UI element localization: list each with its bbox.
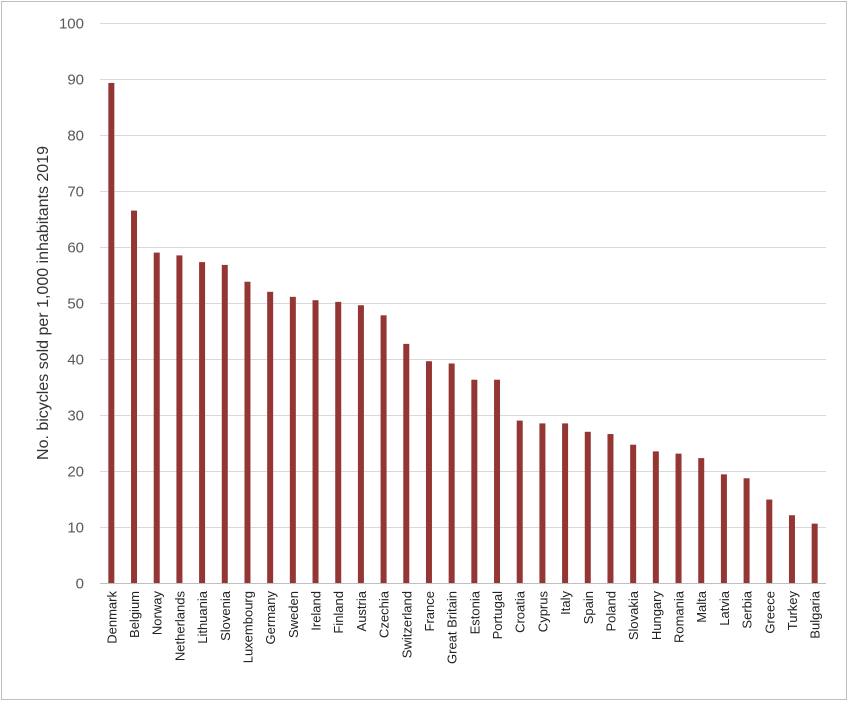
x-tick-label: Serbia xyxy=(740,590,755,628)
y-tick-label: 80 xyxy=(67,128,84,145)
x-tick-label: Great Britain xyxy=(445,591,460,664)
bar-portugal xyxy=(494,379,501,583)
y-tick-label: 20 xyxy=(67,464,84,481)
x-tick-label: Czechia xyxy=(377,590,392,638)
bar-belgium xyxy=(131,210,138,583)
x-tick-label: Luxembourg xyxy=(240,591,255,663)
bar-norway xyxy=(153,252,160,583)
y-tick-label: 90 xyxy=(67,72,84,89)
bar-malta xyxy=(698,458,705,583)
bar-italy xyxy=(562,423,569,583)
x-tick-label: Lithuania xyxy=(195,590,210,644)
x-tick-label: Slovenia xyxy=(218,590,233,641)
x-tick-label: Italy xyxy=(558,591,573,615)
x-tick-label: Norway xyxy=(150,591,165,636)
x-tick-label: Bulgaria xyxy=(808,590,823,638)
y-tick-label: 10 xyxy=(67,520,84,537)
bar-greece xyxy=(766,499,773,583)
bar-denmark xyxy=(108,82,115,584)
x-tick-label: Malta xyxy=(694,590,709,623)
x-tick-label: Germany xyxy=(263,591,278,645)
bar-estonia xyxy=(471,379,478,583)
gridlines xyxy=(100,23,826,584)
bar-cyprus xyxy=(539,423,546,583)
bar-turkey xyxy=(788,515,795,583)
bar-czechia xyxy=(380,315,387,583)
x-axis-labels: Denmark Belgium Norway Netherlands Lithuania… xyxy=(104,590,822,664)
x-tick-label: Ireland xyxy=(309,591,324,631)
y-axis-ticks: 0 10 20 30 40 50 60 70 80 90 100 xyxy=(59,16,84,593)
bar-ireland xyxy=(312,300,319,583)
y-tick-label: 100 xyxy=(59,16,84,33)
y-tick-label: 40 xyxy=(67,352,84,369)
x-tick-label: Croatia xyxy=(513,590,528,633)
x-tick-label: Romania xyxy=(672,590,687,643)
y-tick-label: 70 xyxy=(67,184,84,201)
x-tick-label: Spain xyxy=(581,591,596,624)
x-tick-label: Turkey xyxy=(785,591,800,631)
bar-croatia xyxy=(516,420,523,583)
bar-slovakia xyxy=(630,444,637,583)
y-tick-label: 60 xyxy=(67,240,84,257)
x-tick-label: Slovakia xyxy=(626,590,641,640)
bar-hungary xyxy=(652,451,659,583)
bar-luxembourg xyxy=(244,281,251,583)
bar-great-britain xyxy=(448,363,455,583)
x-tick-label: Switzerland xyxy=(399,591,414,658)
bar-slovenia xyxy=(221,264,228,583)
bars xyxy=(108,82,818,584)
x-tick-label: Netherlands xyxy=(172,591,187,662)
bar-spain xyxy=(584,431,591,583)
x-tick-label: France xyxy=(422,591,437,631)
x-tick-label: Finland xyxy=(331,591,346,634)
x-tick-label: Greece xyxy=(762,591,777,634)
y-tick-label: 0 xyxy=(76,576,84,593)
x-tick-label: Estonia xyxy=(467,590,482,634)
y-tick-label: 50 xyxy=(67,296,84,313)
bar-finland xyxy=(335,301,342,583)
x-tick-label: Poland xyxy=(603,591,618,631)
x-tick-label: Hungary xyxy=(649,591,664,641)
x-tick-label: Cyprus xyxy=(535,591,550,633)
x-tick-label: Portugal xyxy=(490,591,505,640)
x-tick-label: Latvia xyxy=(717,590,732,625)
bar-lithuania xyxy=(199,262,206,583)
bar-france xyxy=(425,361,432,583)
x-tick-label: Denmark xyxy=(104,591,119,644)
bar-germany xyxy=(267,291,274,583)
bar-austria xyxy=(357,305,364,583)
y-tick-label: 30 xyxy=(67,408,84,425)
bar-romania xyxy=(675,453,682,583)
x-tick-label: Belgium xyxy=(127,591,142,638)
bar-serbia xyxy=(743,478,750,583)
bar-switzerland xyxy=(403,343,410,583)
bar-bulgaria xyxy=(811,523,818,583)
bar-netherlands xyxy=(176,255,183,583)
bar-sweden xyxy=(289,296,296,583)
x-tick-label: Austria xyxy=(354,590,369,631)
bar-poland xyxy=(607,434,614,583)
y-axis-title: No. bicycles sold per 1,000 inhabitants … xyxy=(35,146,52,460)
bar-latvia xyxy=(720,474,727,583)
x-tick-label: Sweden xyxy=(286,591,301,638)
